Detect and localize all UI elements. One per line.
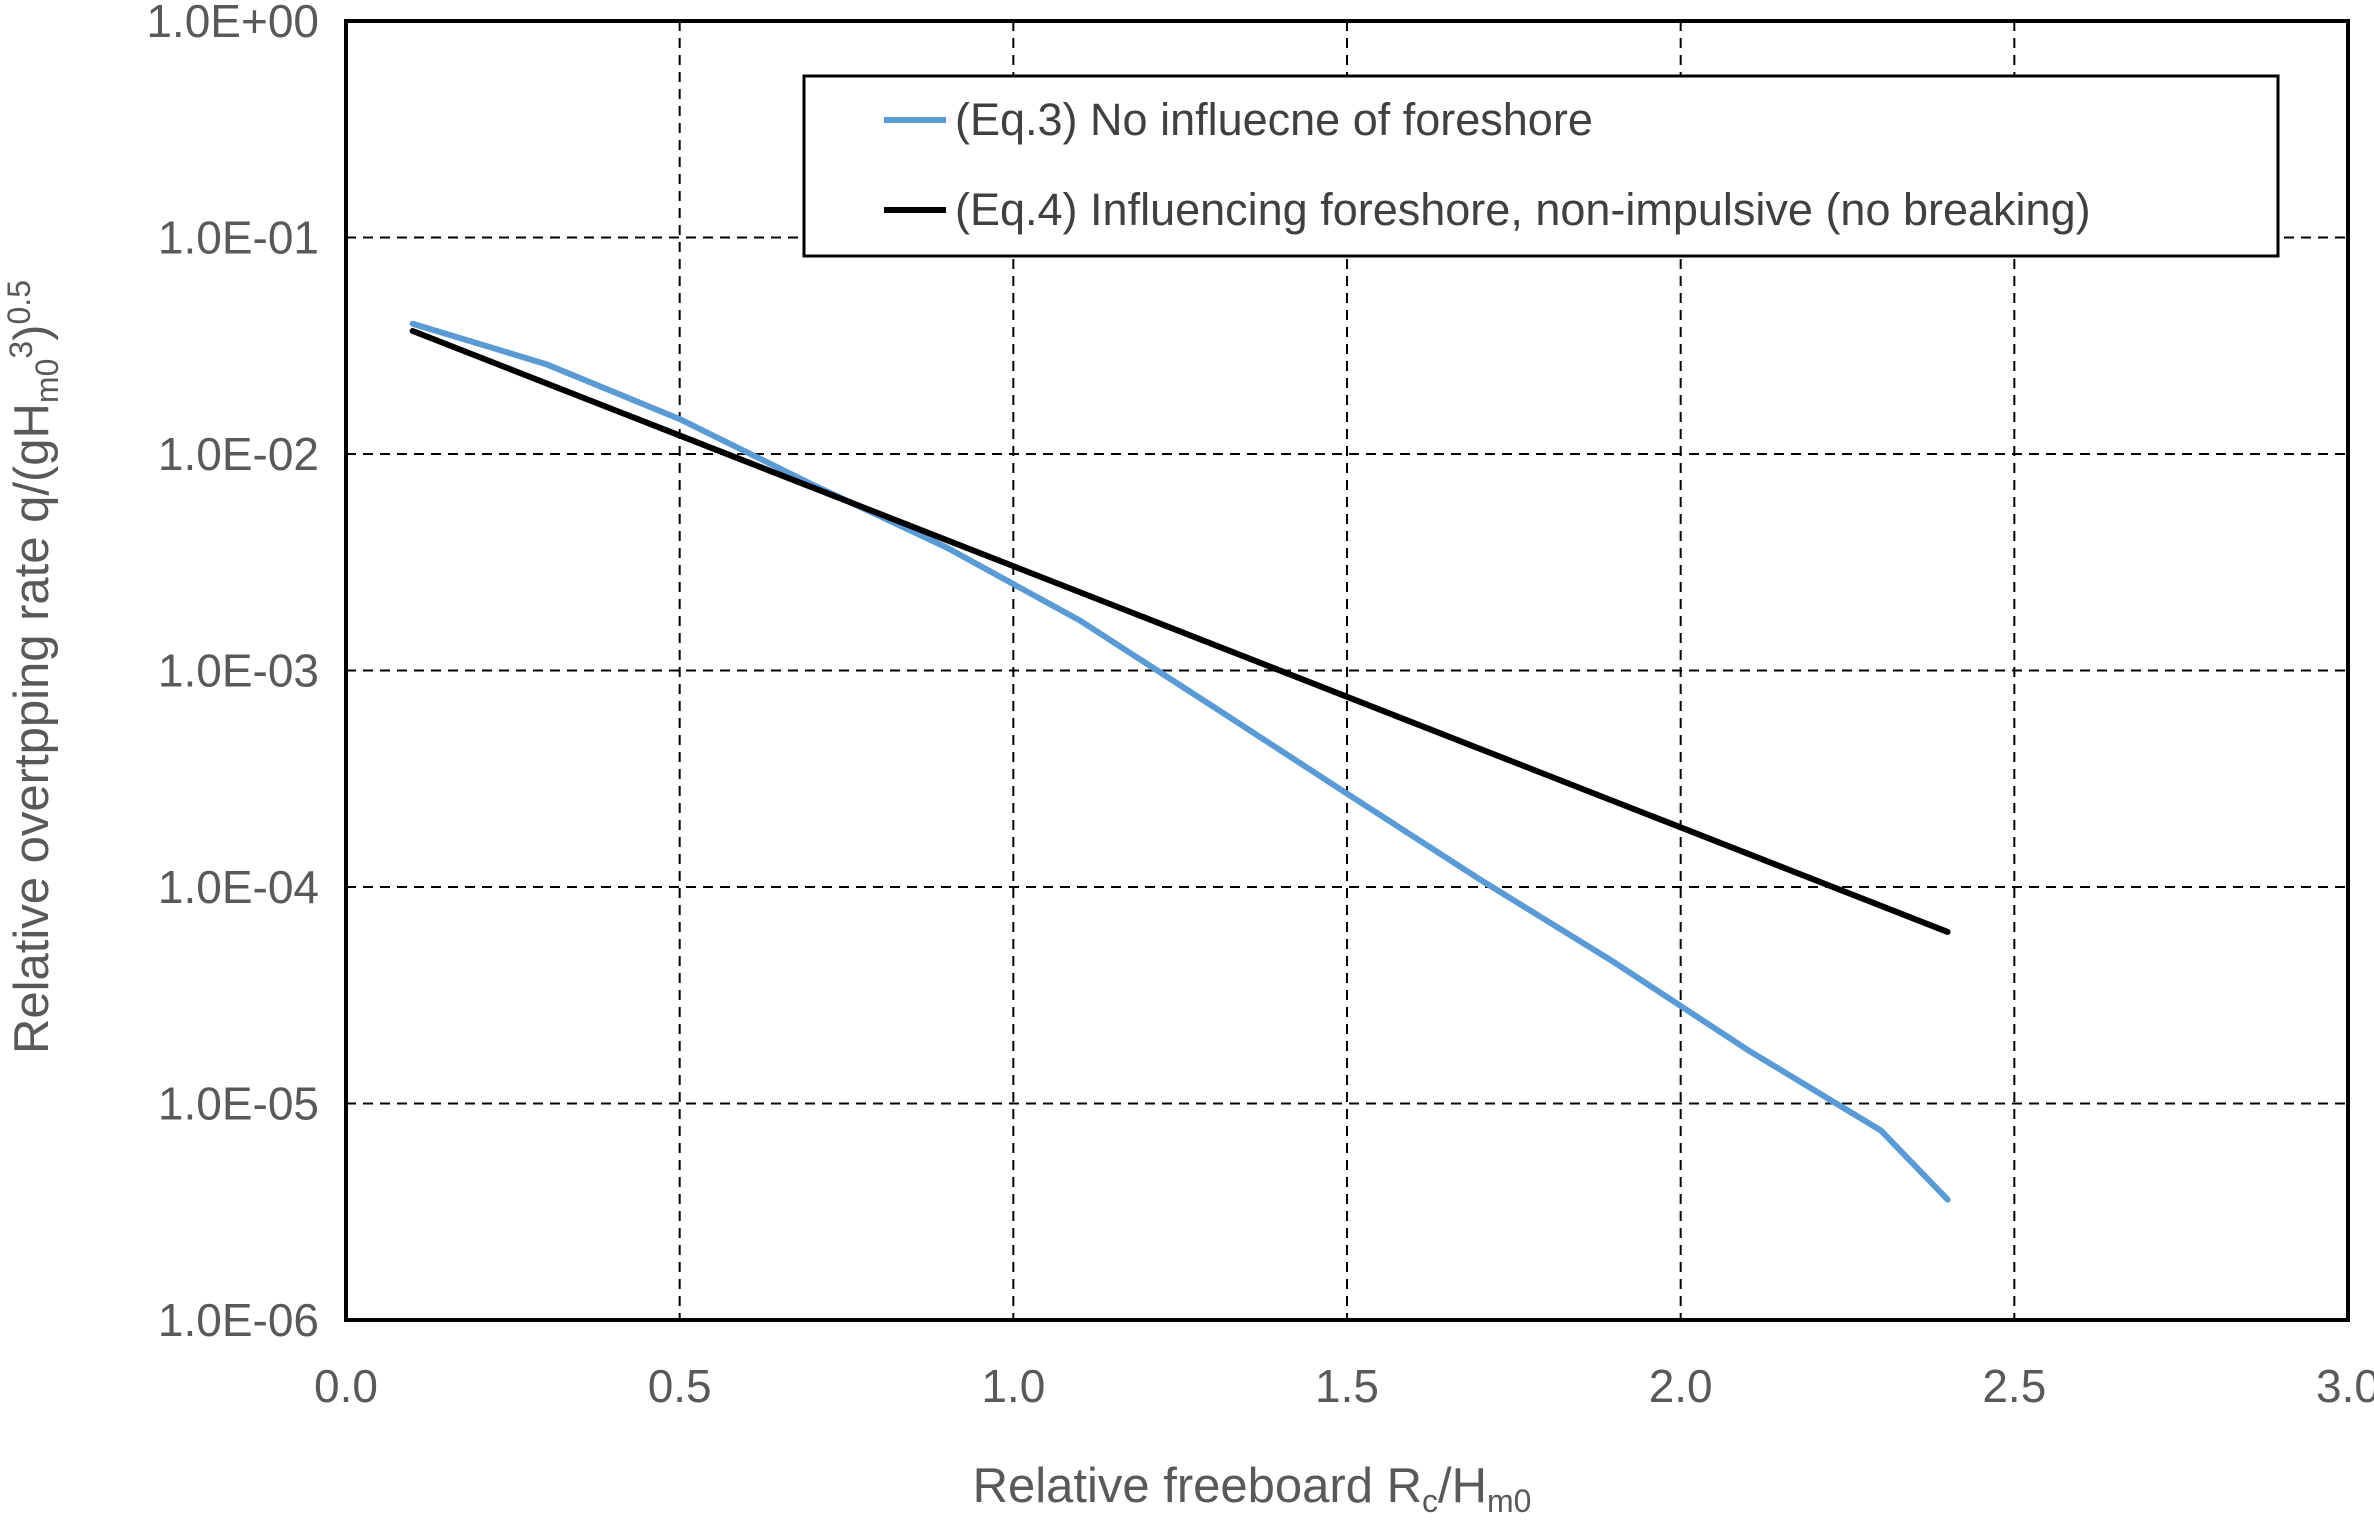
y-axis-title-sup1: 3 — [3, 341, 39, 359]
y-tick-label-1-0e-06: 1.0E-06 — [158, 1294, 319, 1346]
y-tick-label-1-0e-04: 1.0E-04 — [158, 861, 319, 913]
legend-label-eq3: (Eq.3) No influecne of foreshore — [955, 94, 1593, 145]
x-axis-title-mid: /H — [1438, 1459, 1487, 1513]
y-axis-ticks: 1.0E+00 1.0E-01 1.0E-02 1.0E-03 1.0E-04 1.0E-… — [146, 0, 319, 1346]
y-axis-title-main: Relative overtpping rate q/(gH — [5, 403, 59, 1054]
x-tick-label-0-0: 0.0 — [314, 1360, 378, 1412]
x-tick-label-3-0: 3.0 — [2316, 1360, 2374, 1412]
plot-area-border — [344, 19, 2350, 1322]
y-axis-title-sup2: 0.5 — [1, 280, 37, 324]
x-axis-title-main: Relative freeboard R — [973, 1459, 1422, 1513]
y-tick-label-1-0e-05: 1.0E-05 — [158, 1078, 319, 1130]
y-tick-label-1-0e-02: 1.0E-02 — [158, 428, 319, 480]
y-axis-title-sub: m0 — [29, 359, 65, 403]
series-line-eq3 — [409, 320, 1951, 1203]
x-tick-label-2-5: 2.5 — [1982, 1360, 2046, 1412]
y-axis-title: Relative overtpping rate q/(gHm03)0.5 — [1, 280, 65, 1054]
series-line-eq4 — [409, 328, 1951, 935]
x-axis-title-sub2: m0 — [1487, 1483, 1531, 1519]
x-tick-label-1-5: 1.5 — [1315, 1360, 1379, 1412]
x-axis-ticks: 0.0 0.5 1.0 1.5 2.0 2.5 3.0 — [314, 1360, 2374, 1412]
legend-label-eq4: (Eq.4) Influencing foreshore, non-impuls… — [955, 184, 2091, 235]
y-tick-label-1-0e-00: 1.0E+00 — [146, 0, 319, 47]
x-tick-label-0-5: 0.5 — [648, 1360, 712, 1412]
legend: (Eq.3) No influecne of foreshore (Eq.4) … — [802, 74, 2280, 258]
legend-box — [802, 74, 2280, 258]
y-axis-title-mid: ) — [5, 324, 59, 340]
x-axis-title-sub1: c — [1422, 1483, 1438, 1519]
y-tick-label-1-0e-03: 1.0E-03 — [158, 645, 319, 697]
x-axis-title: Relative freeboard Rc/Hm0 — [973, 1459, 1532, 1519]
x-tick-label-1-0: 1.0 — [981, 1360, 1045, 1412]
x-tick-label-2-0: 2.0 — [1649, 1360, 1713, 1412]
series-lines — [409, 320, 1951, 1203]
y-tick-label-1-0e-01: 1.0E-01 — [158, 212, 319, 264]
